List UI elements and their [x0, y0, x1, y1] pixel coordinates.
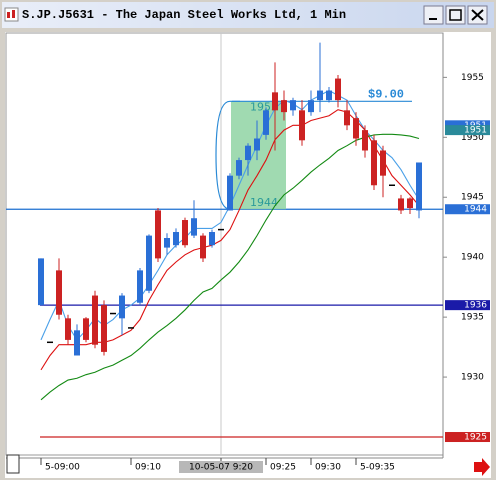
candle-body [83, 318, 89, 340]
measure-to-label: 1953 [250, 100, 278, 113]
price-badge [445, 432, 490, 443]
price-badge-label: 1936 [464, 301, 487, 311]
candle-body [263, 110, 269, 135]
candle-body [299, 110, 305, 141]
y-tick-label: 1955 [461, 73, 484, 83]
candle-body [119, 295, 125, 319]
x-tick-label: 5-09:35 [360, 463, 395, 473]
minimize-button[interactable] [423, 5, 444, 25]
candle-body [353, 118, 359, 139]
candle-body [164, 238, 170, 248]
price-badge-label: 1944 [464, 205, 487, 215]
candle-body [317, 90, 323, 101]
x-crosshair-label-bg [179, 461, 263, 473]
window-title: S.JP.J5631 - The Japan Steel Works Ltd, … [22, 8, 346, 22]
measure-bracket [215, 100, 240, 210]
plot-layer: 1930 1935 1940 1945 1950 1955 5-09:00 09:10 10-0… [6, 33, 490, 473]
candle-body [335, 78, 341, 101]
candle-body [227, 175, 233, 211]
price-badge [445, 125, 490, 136]
candle-body [101, 305, 107, 352]
candle-body [137, 270, 143, 303]
candle-body [182, 220, 188, 246]
candle-body [38, 258, 44, 306]
candle-body [56, 270, 62, 315]
title-bar [2, 2, 494, 28]
candle-body [173, 232, 179, 246]
y-tick-label: 1935 [461, 313, 484, 323]
candle-body [146, 235, 152, 291]
candle-body [344, 110, 350, 126]
measure-from-label: 1944 [250, 196, 278, 209]
candle-body [200, 235, 206, 259]
y-tick-label: 1945 [461, 193, 484, 203]
candle-body [272, 92, 278, 111]
candle-body [290, 100, 296, 111]
candle-body [398, 198, 404, 211]
maximize-button[interactable] [445, 5, 466, 25]
candle-body [308, 100, 314, 113]
x-tick-label: 09:30 [315, 463, 341, 473]
candle-body [254, 138, 260, 151]
x-tick-label: 5-09:00 [45, 463, 80, 473]
scroll-right-arrow[interactable] [474, 458, 490, 476]
close-button[interactable] [467, 5, 488, 25]
measure-label: $9.00 [368, 88, 404, 102]
candle-body [191, 218, 197, 236]
candle-body [326, 90, 332, 101]
scroll-box[interactable] [6, 454, 20, 474]
candle-body [380, 150, 386, 176]
price-badge-label: 1951 [464, 126, 487, 136]
candle-body [236, 160, 242, 176]
x-tick-label: 09:25 [270, 463, 296, 473]
candle-body [245, 145, 251, 161]
candle-body [74, 330, 80, 356]
candle-body [92, 295, 98, 345]
app-icon [4, 7, 19, 22]
candle-body [209, 232, 215, 246]
candle-body [65, 318, 71, 340]
y-tick-label: 1950 [461, 133, 484, 143]
candle-body [371, 140, 377, 186]
candle-body [155, 210, 161, 259]
price-badge-label: 1925 [464, 433, 487, 443]
price-badge [445, 300, 490, 311]
candle-body [416, 162, 422, 211]
x-tick-label: 10-05-07 9:20 [189, 463, 253, 473]
candle-body [407, 198, 413, 209]
x-tick-label: 09:10 [135, 463, 161, 473]
measure-zone [231, 101, 286, 210]
candle-body [362, 130, 368, 151]
y-tick-label: 1940 [461, 253, 484, 263]
candle-body [281, 100, 287, 113]
price-badge [445, 204, 490, 215]
y-tick-label: 1930 [461, 373, 484, 383]
